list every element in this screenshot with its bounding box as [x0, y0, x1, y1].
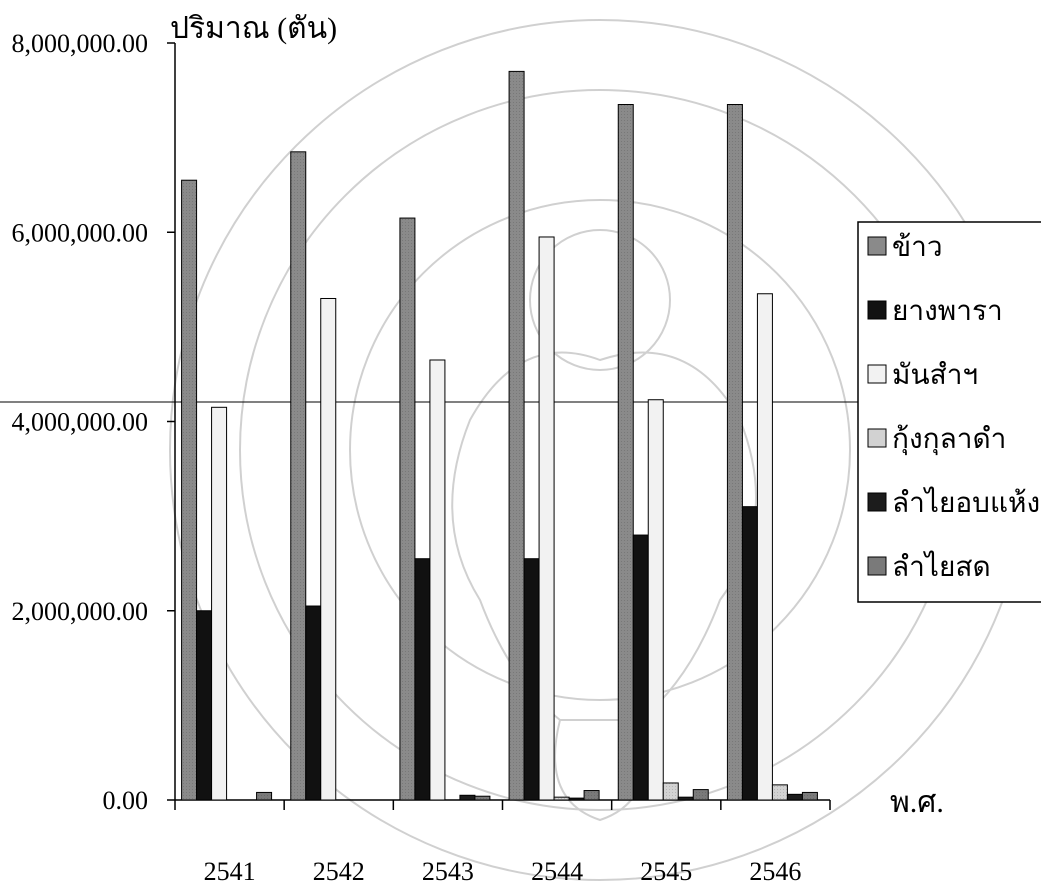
bar [459, 794, 476, 801]
x-tick-labels: 2541 2542 2543 2544 2545 2546 [204, 857, 802, 886]
bar-texture [474, 796, 490, 800]
bar-texture [181, 180, 197, 801]
bar [756, 293, 773, 801]
bars [181, 70, 818, 801]
bar [305, 605, 322, 801]
bar [523, 558, 540, 801]
legend-swatch [867, 300, 887, 320]
legend-swatch [867, 428, 887, 448]
legend-label: มันสำฯ [892, 360, 978, 391]
y-tick-label: 4,000,000.00 [12, 408, 149, 437]
bar [196, 610, 213, 801]
bar-texture [554, 797, 570, 800]
bar-texture [584, 790, 600, 800]
bar [632, 534, 649, 801]
legend-label: กุ้งกุลาดำ [892, 424, 1006, 456]
legend-swatch [867, 364, 887, 384]
legend-label: ข้าว [892, 232, 943, 263]
y-tick-label: 6,000,000.00 [12, 218, 149, 247]
legend-label: ลำไยสด [892, 551, 991, 583]
bar-texture [399, 218, 415, 800]
legend: ข้าวยางพารามันสำฯกุ้งกุลาดำลำไยอบแห้งลำไ… [857, 221, 1041, 603]
bar-texture [727, 104, 743, 801]
legend-swatch [867, 236, 887, 256]
bar-texture [290, 151, 306, 801]
bar [414, 558, 431, 801]
bar [786, 793, 803, 801]
bar [568, 797, 585, 801]
bar [538, 236, 555, 801]
bar-texture [772, 784, 788, 800]
x-tick-label: 2542 [313, 857, 365, 886]
legend-label: ยางพารา [892, 296, 1003, 327]
x-tick-label: 2544 [531, 857, 583, 886]
bar [320, 297, 337, 801]
bar [741, 506, 758, 801]
x-tick-label: 2541 [204, 857, 256, 886]
x-axis-label: พ.ศ. [890, 786, 944, 819]
x-tick-label: 2545 [640, 857, 692, 886]
legend-swatch [867, 556, 887, 576]
bar-texture [693, 789, 709, 800]
y-tick-label: 0.00 [103, 786, 149, 815]
bar-texture [618, 104, 634, 801]
bar [429, 359, 446, 801]
bar-texture [663, 782, 679, 800]
bar-texture [256, 792, 272, 800]
legend-label: ลำไยอบแห้ง [892, 487, 1040, 519]
bar-texture [509, 71, 525, 800]
y-tick-label: 2,000,000.00 [12, 597, 149, 626]
bar [647, 399, 664, 801]
axes [167, 42, 831, 810]
x-tick-label: 2546 [749, 857, 801, 886]
bar-texture [802, 792, 818, 800]
bar [677, 796, 694, 801]
y-tick-labels: 0.00 2,000,000.00 4,000,000.00 6,000,000.00… [12, 29, 149, 815]
x-tick-label: 2543 [422, 857, 474, 886]
y-axis-label: ปริมาณ (ตัน) [170, 12, 337, 45]
bar [211, 406, 228, 801]
legend-swatch [867, 492, 887, 512]
legend-box [857, 221, 1041, 603]
y-tick-label: 8,000,000.00 [12, 29, 149, 58]
